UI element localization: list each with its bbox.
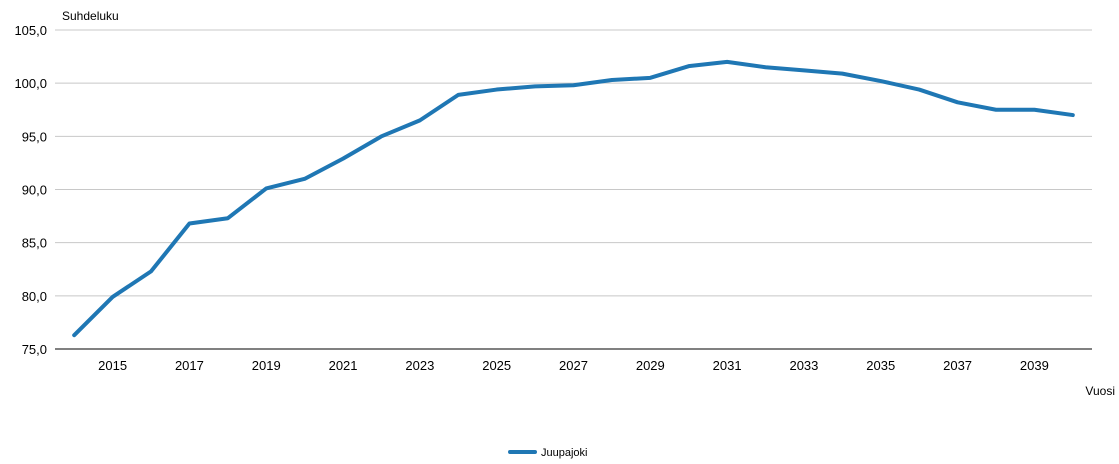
- data-point: [72, 333, 76, 337]
- data-point: [456, 93, 460, 97]
- x-tick-label: 2015: [98, 358, 127, 373]
- x-axis-ticks: 2015 2017 2019 2021 2023 2025 2027 2029 2031 2033…: [98, 358, 1049, 373]
- data-point: [418, 118, 422, 122]
- data-point: [763, 65, 767, 69]
- data-point: [149, 269, 153, 273]
- data-point: [110, 295, 114, 299]
- data-point: [917, 87, 921, 91]
- x-tick-label: 2019: [252, 358, 281, 373]
- x-tick-label: 2017: [175, 358, 204, 373]
- data-point: [1032, 108, 1036, 112]
- data-point: [802, 68, 806, 72]
- data-point: [379, 134, 383, 138]
- series-line-0[interactable]: [72, 59, 1075, 338]
- data-point: [264, 186, 268, 190]
- data-point: [187, 221, 191, 225]
- y-axis-ticks: 75,0 80,0 85,0 90,0 95,0 100,0 105,0: [14, 23, 47, 357]
- x-tick-label: 2031: [713, 358, 742, 373]
- legend-label: Juupajoki: [541, 447, 587, 459]
- x-axis-title: Vuosi: [1085, 384, 1115, 398]
- y-tick-label: 80,0: [22, 289, 47, 304]
- y-axis-title: Suhdeluku: [62, 9, 119, 23]
- data-point: [341, 156, 345, 160]
- data-point: [840, 71, 844, 75]
- x-tick-label: 2023: [405, 358, 434, 373]
- x-tick-label: 2037: [943, 358, 972, 373]
- x-tick-label: 2033: [789, 358, 818, 373]
- y-tick-label: 90,0: [22, 183, 47, 198]
- data-point: [994, 108, 998, 112]
- y-tick-label: 95,0: [22, 129, 47, 144]
- x-tick-label: 2021: [329, 358, 358, 373]
- data-point: [494, 87, 498, 91]
- x-tick-label: 2039: [1020, 358, 1049, 373]
- data-point: [648, 76, 652, 80]
- x-tick-label: 2029: [636, 358, 665, 373]
- y-tick-label: 75,0: [22, 342, 47, 357]
- data-point: [687, 64, 691, 68]
- x-tick-label: 2025: [482, 358, 511, 373]
- y-tick-label: 100,0: [14, 76, 47, 91]
- series-group: [72, 59, 1075, 338]
- x-tick-label: 2027: [559, 358, 588, 373]
- data-point: [533, 84, 537, 88]
- data-point: [302, 177, 306, 181]
- data-point: [226, 216, 230, 220]
- x-tick-label: 2035: [866, 358, 895, 373]
- data-point: [1071, 113, 1075, 117]
- data-point: [879, 79, 883, 83]
- data-point: [571, 83, 575, 87]
- legend[interactable]: Juupajoki: [508, 447, 587, 459]
- data-point: [955, 100, 959, 104]
- data-point: [725, 60, 729, 64]
- y-tick-label: 105,0: [14, 23, 47, 38]
- data-point: [610, 78, 614, 82]
- y-tick-label: 85,0: [22, 236, 47, 251]
- gridlines: [55, 29, 1092, 297]
